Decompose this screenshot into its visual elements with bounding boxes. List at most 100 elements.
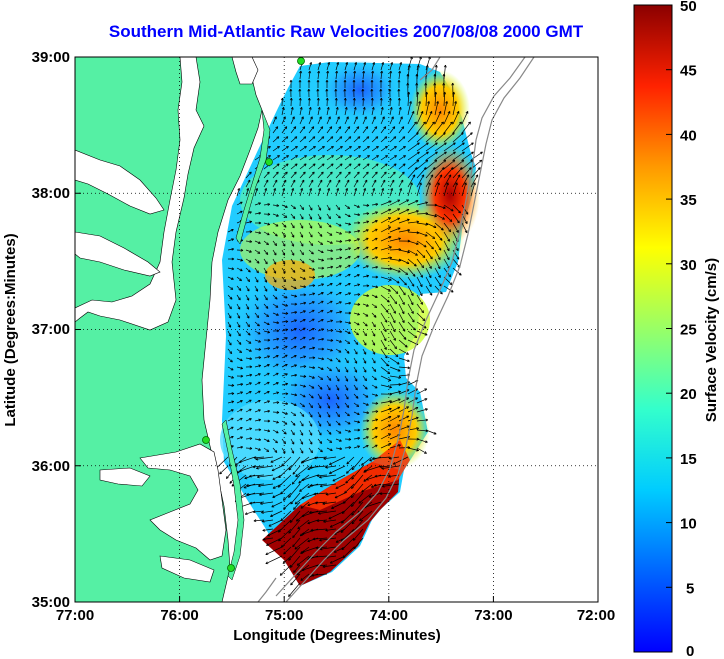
velocity-vector <box>290 311 297 314</box>
velocity-vector <box>281 383 288 386</box>
velocity-vector <box>318 510 337 514</box>
velocity-vector <box>353 321 360 326</box>
velocity-vector <box>362 303 369 307</box>
velocity-vector <box>353 204 360 208</box>
grid <box>75 57 598 602</box>
velocity-vector <box>308 384 315 389</box>
velocity-vector-head <box>367 155 370 158</box>
velocity-vector-head <box>256 466 259 470</box>
velocity-vector <box>300 501 310 509</box>
velocity-vector-head <box>329 440 333 443</box>
velocity-vector-head <box>268 155 271 158</box>
velocity-vector-head <box>366 294 370 298</box>
velocity-vector <box>374 474 391 477</box>
velocity-vector <box>299 213 304 220</box>
velocity-vector <box>362 229 369 233</box>
velocity-vector-head <box>312 366 316 370</box>
velocity-vector <box>371 163 379 170</box>
velocity-vector <box>380 226 391 233</box>
velocity-vector-head <box>355 395 359 399</box>
velocity-vector-head <box>329 126 333 130</box>
velocity-vector <box>335 375 340 382</box>
velocity-vector <box>308 429 313 436</box>
velocity-vector-head <box>276 346 279 349</box>
velocity-vector <box>326 126 333 134</box>
velocity-vector <box>299 346 306 350</box>
velocity-vector-head <box>385 155 388 158</box>
velocity-vector-head <box>275 171 279 175</box>
velocity-vector-head <box>320 250 324 254</box>
velocity-vector <box>299 411 305 417</box>
velocity-vector <box>236 201 243 206</box>
velocity-vector-head <box>402 145 406 149</box>
velocity-vector-head <box>328 216 331 220</box>
velocity-vector <box>292 465 301 475</box>
velocity-vector <box>416 303 424 314</box>
velocity-vector <box>398 188 402 197</box>
velocity-vector <box>434 101 439 116</box>
velocity-vector-head <box>329 524 333 528</box>
velocity-vector <box>227 238 234 242</box>
velocity-vector-head <box>336 188 340 191</box>
velocity-vector-head <box>258 409 261 412</box>
velocity-vector <box>398 348 409 355</box>
velocity-vector-head <box>238 342 242 345</box>
velocity-vector <box>245 294 250 301</box>
velocity-vector-head <box>348 446 352 449</box>
velocity-vector <box>335 330 342 333</box>
velocity-vector-head <box>365 255 369 259</box>
velocity-vector <box>380 188 384 197</box>
velocity-vector-head <box>346 179 350 183</box>
velocity-vector-head <box>464 182 467 186</box>
velocity-vector-head <box>403 337 407 340</box>
velocity-vector <box>290 155 298 161</box>
velocity-vector-head <box>388 456 392 460</box>
velocity-vector <box>335 146 343 152</box>
velocity-vector-head <box>423 244 427 248</box>
velocity-vector <box>461 132 473 143</box>
velocity-vector-head <box>364 469 367 473</box>
velocity-vector-head <box>445 101 448 104</box>
velocity-vector-head <box>339 239 343 243</box>
velocity-vector <box>380 155 388 161</box>
velocity-vector-head <box>309 62 313 65</box>
velocity-vector-head <box>351 504 354 507</box>
velocity-vector <box>317 126 324 134</box>
velocity-vector <box>272 240 277 246</box>
velocity-vector <box>389 199 400 206</box>
x-tick-label: 76:00 <box>160 607 198 624</box>
velocity-vector <box>398 171 405 179</box>
velocity-vector <box>389 391 401 395</box>
velocity-vector-head <box>357 205 360 208</box>
velocity-vector <box>308 366 315 369</box>
velocity-vector-head <box>465 111 469 114</box>
velocity-vector-head <box>338 273 342 277</box>
velocity-vector-head <box>293 336 297 340</box>
velocity-vector-head <box>312 292 316 296</box>
velocity-vector <box>272 126 279 134</box>
velocity-vector-head <box>327 62 331 65</box>
velocity-vector-head <box>388 226 391 230</box>
velocity-vector-head <box>267 212 271 216</box>
velocity-vector-head <box>397 227 401 231</box>
velocity-vector <box>344 357 349 364</box>
velocity-vector-head <box>443 151 447 155</box>
velocity-vector <box>353 116 358 125</box>
velocity-vector-head <box>284 171 288 175</box>
velocity-vector-head <box>348 230 352 234</box>
velocity-vector <box>272 294 278 300</box>
velocity-vector <box>308 155 316 161</box>
velocity-vector-head <box>357 428 361 432</box>
velocity-vector <box>326 146 334 152</box>
velocity-vector <box>407 57 413 71</box>
velocity-vector <box>326 447 333 451</box>
velocity-vector-head <box>301 116 304 120</box>
velocity-vector-head <box>416 448 419 452</box>
velocity-vector-head <box>384 145 388 149</box>
velocity-vector <box>299 365 307 368</box>
velocity-vector <box>344 420 351 425</box>
velocity-vector-head <box>264 188 268 191</box>
velocity-vector-head <box>365 477 369 481</box>
velocity-vector <box>227 409 234 413</box>
velocity-vector-head <box>302 327 306 331</box>
